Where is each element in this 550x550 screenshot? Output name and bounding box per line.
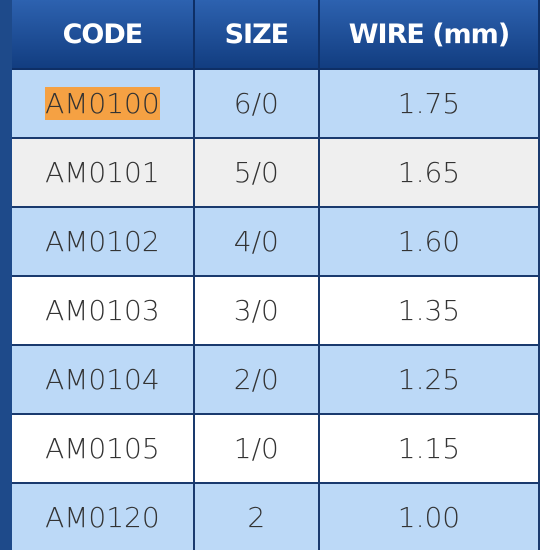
table-cell: 3/0 [193,276,320,346]
cell-text: 1.15 [397,432,461,465]
table-row: AM0101 5/0 1.65 [6,138,541,208]
table-cell: AM0105 [6,414,195,484]
cell-text: AM0102 [45,225,160,258]
table-cell: 2 [193,483,320,550]
cell-text: 6/0 [233,87,279,120]
table-cell: 2/0 [193,345,320,415]
table-body: AM0100 6/0 1.75 AM0101 5/0 1.65 AM0102 4/0 1.60 A… [6,69,541,550]
cell-text: AM0105 [45,432,160,465]
cell-text: 4/0 [233,225,279,258]
table-cell: 5/0 [193,138,320,208]
table-row: AM0103 3/0 1.35 [6,276,541,346]
table-cell: 4/0 [193,207,320,277]
cell-text: AM0104 [45,363,160,396]
table-cell: 1.75 [318,69,541,139]
table-row: AM0102 4/0 1.60 [6,207,541,277]
table-cell: 1.60 [318,207,541,277]
table-cell: 1.25 [318,345,541,415]
cell-text: AM0120 [45,501,160,534]
cell-text: 2 [247,501,266,534]
cell-text: 1.25 [397,363,461,396]
table-cell: 6/0 [193,69,320,139]
cell-text: AM0100 [45,87,160,120]
cell-text: 1.00 [397,501,461,534]
header-cell: SIZE [193,0,320,70]
table-cell: AM0102 [6,207,195,277]
header-cell: WIRE (mm) [318,0,541,70]
cell-text: 5/0 [233,156,279,189]
table-cell: AM0104 [6,345,195,415]
table-cell: AM0120 [6,483,195,550]
cell-text: 1.35 [397,294,461,327]
header-cell: CODE [6,0,195,70]
table-row: AM0104 2/0 1.25 [6,345,541,415]
table-row: AM0120 2 1.00 [6,483,541,550]
cell-text: 1.75 [397,87,461,120]
table-cell: AM0103 [6,276,195,346]
table-cell: 1.65 [318,138,541,208]
cell-text: AM0101 [45,156,160,189]
cell-text: 1.60 [397,225,461,258]
table-cell: 1.35 [318,276,541,346]
cell-text: 3/0 [233,294,279,327]
table-cell: 1.00 [318,483,541,550]
table-cell: 1.15 [318,414,541,484]
cell-text: 1.65 [397,156,461,189]
cell-text: AM0103 [45,294,160,327]
table-cell: AM0100 [6,69,195,139]
header-row: CODE SIZE WIRE (mm) [6,0,541,70]
table-cell: 1/0 [193,414,320,484]
table-cell: AM0101 [6,138,195,208]
cell-text: 1/0 [233,432,279,465]
table-row: AM0100 6/0 1.75 [6,69,541,139]
table-row: AM0105 1/0 1.15 [6,414,541,484]
cell-text: 2/0 [233,363,279,396]
